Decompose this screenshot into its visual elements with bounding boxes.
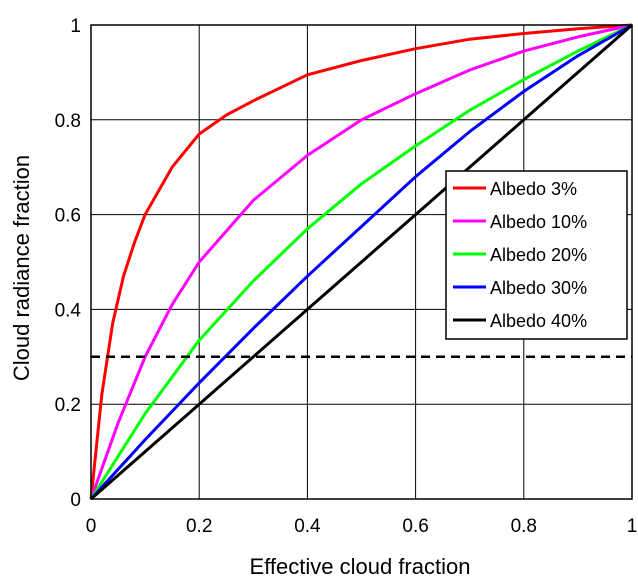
y-tick-label: 0.6 xyxy=(55,206,81,227)
plot-frame xyxy=(90,24,633,500)
x-tick-label: 0.2 xyxy=(186,516,212,537)
legend-label-4: Albedo 40% xyxy=(490,311,587,331)
x-tick-label: 0.4 xyxy=(294,516,321,537)
series-line-1 xyxy=(89,23,633,500)
y-tick-label: 0 xyxy=(70,490,81,511)
series-line-0 xyxy=(89,23,633,500)
tick-labels: 0 0.2 0.4 0.6 0.8 1 0 0.2 0.4 0.6 0.8 1 xyxy=(55,16,638,537)
x-tick-label: 0.8 xyxy=(511,516,537,537)
legend-label-0: Albedo 3% xyxy=(490,179,577,199)
series-line-4 xyxy=(90,23,633,501)
legend-label-1: Albedo 10% xyxy=(490,212,587,232)
plot-area-border xyxy=(90,24,633,500)
series-line-3 xyxy=(89,23,633,501)
y-tick-label: 0.8 xyxy=(55,111,81,132)
y-axis-title: Cloud radiance fraction xyxy=(9,155,34,381)
y-tick-label: 1 xyxy=(70,16,81,37)
legend-label-2: Albedo 20% xyxy=(490,245,587,265)
x-axis-title: Effective cloud fraction xyxy=(250,554,471,579)
x-tick-label: 0 xyxy=(86,516,97,537)
legend-label-3: Albedo 30% xyxy=(490,278,587,298)
y-tick-label: 0.4 xyxy=(55,300,82,321)
x-tick-label: 1 xyxy=(627,516,638,537)
x-tick-label: 0.6 xyxy=(402,516,428,537)
series-line-2 xyxy=(89,23,633,500)
y-tick-label: 0.2 xyxy=(55,395,81,416)
series-lines xyxy=(89,23,633,501)
legend: Albedo 3% Albedo 10% Albedo 20% Albedo 30% A… xyxy=(445,170,628,340)
